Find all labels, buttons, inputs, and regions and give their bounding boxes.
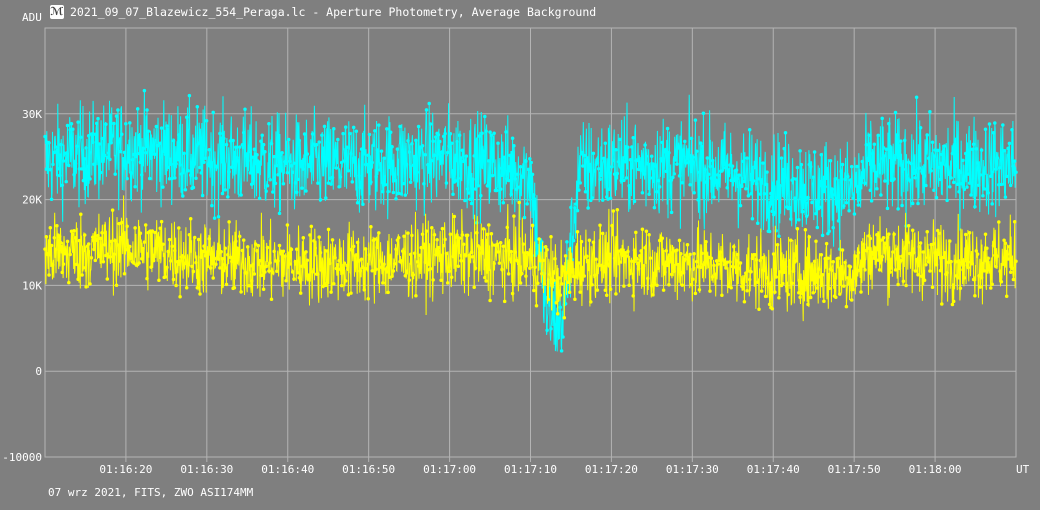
y-tick-label: 20K bbox=[22, 194, 42, 207]
x-tick-label: 01:16:40 bbox=[261, 463, 314, 476]
series-0 bbox=[43, 88, 1018, 353]
x-tick-label: 01:17:30 bbox=[666, 463, 719, 476]
series-line-1 bbox=[44, 195, 1017, 322]
y-tick-label: 10K bbox=[22, 279, 42, 292]
y-tick-label: -10000 bbox=[2, 451, 42, 464]
x-tick-label: 01:17:10 bbox=[504, 463, 557, 476]
window-title: 2021_09_07_Blazewicz_554_Peraga.lc - Ape… bbox=[70, 5, 597, 19]
photometry-app-icon[interactable]: ℳ bbox=[50, 5, 64, 19]
x-tick-label: 01:16:20 bbox=[99, 463, 152, 476]
window-title-bar: ℳ 2021_09_07_Blazewicz_554_Peraga.lc - A… bbox=[50, 3, 596, 21]
x-tick-label: 01:16:50 bbox=[342, 463, 395, 476]
x-tick-label: 01:17:20 bbox=[585, 463, 638, 476]
series-1 bbox=[43, 195, 1018, 322]
x-tick-label: 01:18:00 bbox=[909, 463, 962, 476]
y-tick-label: 0 bbox=[35, 365, 42, 378]
x-tick-label: 01:17:40 bbox=[747, 463, 800, 476]
x-axis-label: UT bbox=[1016, 463, 1030, 476]
footer-info: 07 wrz 2021, FITS, ZWO ASI174MM bbox=[48, 486, 254, 499]
series-points-1 bbox=[43, 200, 1018, 320]
y-axis-label: ADU bbox=[22, 11, 42, 24]
x-tick-label: 01:16:30 bbox=[180, 463, 233, 476]
y-tick-label: 30K bbox=[22, 108, 42, 121]
x-tick-label: 01:17:00 bbox=[423, 463, 476, 476]
chart-axes: 30K 20K 10K 0 -10000 01:16:20 01:16:30 01:16:40… bbox=[2, 11, 1029, 476]
x-tick-label: 01:17:50 bbox=[828, 463, 881, 476]
chart-series bbox=[43, 88, 1018, 353]
